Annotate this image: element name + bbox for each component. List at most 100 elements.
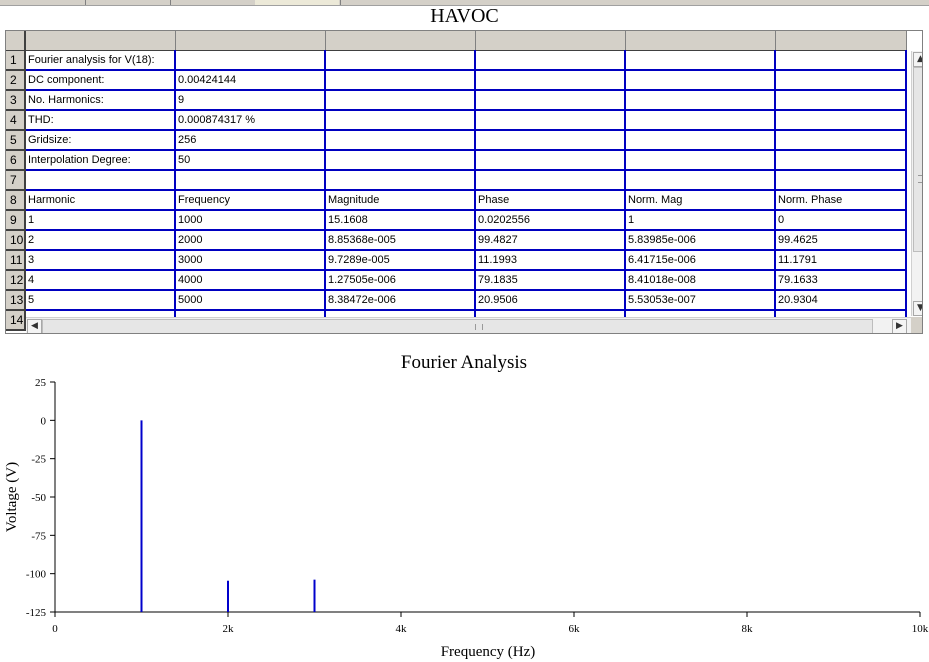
grid-cell[interactable]: 6.41715e-006	[625, 250, 776, 271]
grid-cell[interactable]	[775, 170, 907, 191]
grid-cell[interactable]: 1	[25, 210, 176, 231]
grid-cell[interactable]: 5.83985e-006	[625, 230, 776, 251]
grid-cell[interactable]: 1.27505e-006	[325, 270, 476, 291]
grid-cell[interactable]	[625, 130, 776, 151]
scroll-up-button[interactable]: ▲	[913, 52, 922, 67]
row-header[interactable]: 7	[6, 170, 26, 191]
grid-cell[interactable]	[775, 70, 907, 91]
grid-cell[interactable]	[475, 70, 626, 91]
grid-cell[interactable]: 50	[175, 150, 326, 171]
grid-cell[interactable]: 1000	[175, 210, 326, 231]
grid-cell[interactable]	[625, 150, 776, 171]
grid-cell[interactable]	[625, 70, 776, 91]
column-header-b[interactable]	[175, 31, 326, 51]
grid-cell[interactable]: 5000	[175, 290, 326, 311]
grid-cell[interactable]: Harmonic	[25, 190, 176, 211]
grid-cell[interactable]	[775, 50, 907, 71]
grid-cell[interactable]: 5.53053e-007	[625, 290, 776, 311]
grid-cell[interactable]: 256	[175, 130, 326, 151]
grid-cell[interactable]: Magnitude	[325, 190, 476, 211]
grid-cell[interactable]: 79.1633	[775, 270, 907, 291]
row-header[interactable]: 1	[6, 50, 26, 71]
grid-cell[interactable]	[475, 130, 626, 151]
grid-cell[interactable]: Fourier analysis for V(18):	[25, 50, 176, 71]
grid-cell[interactable]	[325, 70, 476, 91]
grid-cell[interactable]: Interpolation Degree:	[25, 150, 176, 171]
grid-cell[interactable]: 0	[775, 210, 907, 231]
row-header[interactable]: 3	[6, 90, 26, 111]
grid-cell[interactable]: Norm. Phase	[775, 190, 907, 211]
grid-cell[interactable]: 2	[25, 230, 176, 251]
row-header[interactable]: 6	[6, 150, 26, 171]
tab-selected[interactable]	[255, 0, 339, 5]
grid-cell[interactable]	[775, 150, 907, 171]
grid-cell[interactable]	[325, 170, 476, 191]
grid-cell[interactable]: DC component:	[25, 70, 176, 91]
grid-cell[interactable]: Gridsize:	[25, 130, 176, 151]
row-header[interactable]: 4	[6, 110, 26, 131]
grid-cell[interactable]	[175, 50, 326, 71]
column-header-f[interactable]	[775, 31, 907, 51]
grid-cell[interactable]: 3	[25, 250, 176, 271]
column-header-e[interactable]	[625, 31, 776, 51]
grid-cell[interactable]	[775, 90, 907, 111]
grid-cell[interactable]: THD:	[25, 110, 176, 131]
grid-cell[interactable]	[475, 170, 626, 191]
grid-cell[interactable]	[475, 90, 626, 111]
horizontal-scrollbar[interactable]: ◀ ▶	[26, 317, 911, 333]
grid-cell[interactable]: 15.1608	[325, 210, 476, 231]
grid-cell[interactable]: 2000	[175, 230, 326, 251]
scroll-down-button[interactable]: ▼	[913, 301, 922, 316]
grid-cell[interactable]: Phase	[475, 190, 626, 211]
grid-cell[interactable]: 0.00424144	[175, 70, 326, 91]
grid-cell[interactable]: 20.9304	[775, 290, 907, 311]
grid-cell[interactable]: 5	[25, 290, 176, 311]
grid-cell[interactable]	[325, 50, 476, 71]
grid-cell[interactable]: 1	[625, 210, 776, 231]
row-header[interactable]: 9	[6, 210, 26, 231]
grid-cell[interactable]	[25, 170, 176, 191]
grid-cell[interactable]: Norm. Mag	[625, 190, 776, 211]
grid-cell[interactable]: 99.4827	[475, 230, 626, 251]
vertical-scrollbar[interactable]: ▲ ▼	[911, 51, 922, 316]
grid-cell[interactable]: 3000	[175, 250, 326, 271]
grid-corner-cell[interactable]	[6, 31, 26, 51]
results-grid[interactable]: 1 Fourier analysis for V(18): 2 DC componen…	[5, 30, 923, 334]
scroll-right-button[interactable]: ▶	[892, 319, 907, 333]
grid-cell[interactable]	[475, 110, 626, 131]
grid-cell[interactable]	[175, 170, 326, 191]
column-header-c[interactable]	[325, 31, 476, 51]
grid-cell[interactable]: 4	[25, 270, 176, 291]
grid-cell[interactable]: 8.38472e-006	[325, 290, 476, 311]
grid-cell[interactable]	[475, 50, 626, 71]
grid-cell[interactable]	[475, 150, 626, 171]
grid-cell[interactable]: 79.1835	[475, 270, 626, 291]
scroll-left-button[interactable]: ◀	[27, 319, 42, 333]
row-header[interactable]: 11	[6, 250, 26, 271]
grid-cell[interactable]: 8.85368e-005	[325, 230, 476, 251]
grid-cell[interactable]: 8.41018e-008	[625, 270, 776, 291]
grid-cell[interactable]: Frequency	[175, 190, 326, 211]
row-header[interactable]: 14	[6, 310, 26, 331]
grid-cell[interactable]: 11.1993	[475, 250, 626, 271]
grid-cell[interactable]: 11.1791	[775, 250, 907, 271]
row-header[interactable]: 2	[6, 70, 26, 91]
grid-cell[interactable]	[775, 130, 907, 151]
column-header-a[interactable]	[25, 31, 176, 51]
grid-cell[interactable]	[325, 110, 476, 131]
grid-cell[interactable]	[625, 170, 776, 191]
grid-cell[interactable]: 99.4625	[775, 230, 907, 251]
grid-cell[interactable]	[775, 110, 907, 131]
grid-cell[interactable]	[625, 110, 776, 131]
vertical-scroll-thumb[interactable]	[913, 67, 922, 252]
grid-cell[interactable]	[325, 90, 476, 111]
row-header[interactable]: 10	[6, 230, 26, 251]
grid-cell[interactable]	[325, 130, 476, 151]
grid-cell[interactable]	[325, 150, 476, 171]
grid-cell[interactable]: No. Harmonics:	[25, 90, 176, 111]
grid-cell[interactable]: 9	[175, 90, 326, 111]
horizontal-scroll-thumb[interactable]	[42, 319, 873, 333]
grid-cell[interactable]	[625, 90, 776, 111]
row-header[interactable]: 12	[6, 270, 26, 291]
grid-cell[interactable]: 20.9506	[475, 290, 626, 311]
